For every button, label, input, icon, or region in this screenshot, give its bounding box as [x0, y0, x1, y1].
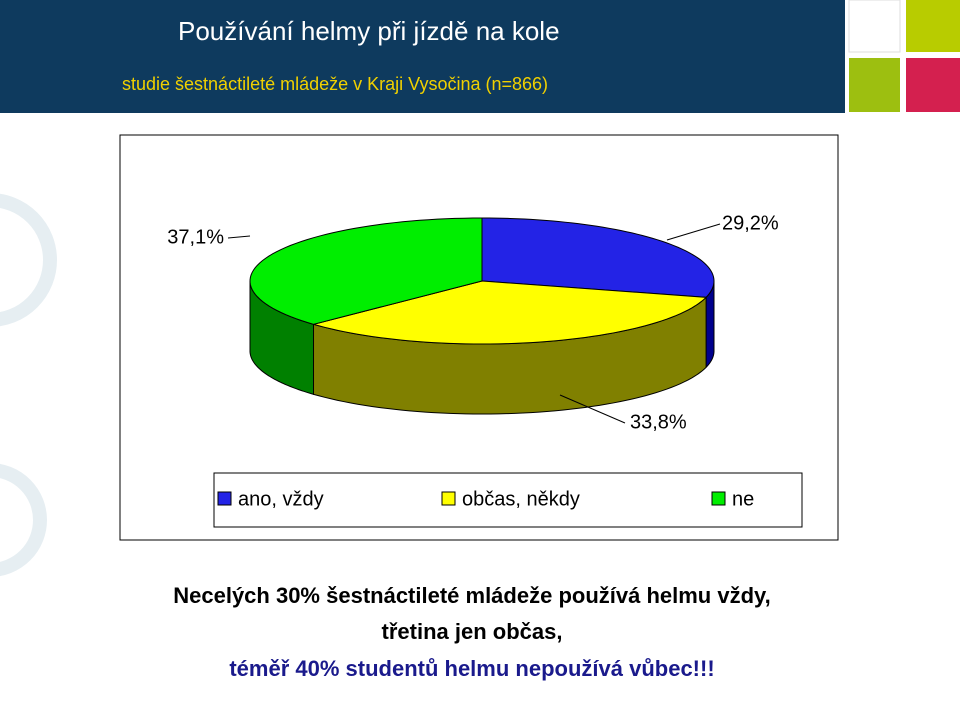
legend-label: ano, vždy	[238, 488, 324, 510]
decor-sun	[0, 193, 57, 577]
data-label: 33,8%	[630, 411, 687, 433]
decor-square	[906, 58, 960, 112]
subtitle: studie šestnáctileté mládeže v Kraji Vys…	[122, 74, 548, 94]
legend-label: občas, někdy	[462, 488, 580, 510]
legend-box	[213, 472, 803, 528]
legend-swatch	[441, 491, 456, 506]
slice	[311, 280, 708, 345]
legend-label: ne	[732, 488, 754, 510]
data-label: 37,1%	[167, 226, 224, 248]
leader-line	[227, 235, 251, 239]
decor-square	[848, 0, 901, 53]
leader-line	[666, 223, 721, 241]
decor-square	[906, 0, 960, 52]
legend-swatch	[711, 491, 726, 506]
data-label: 29,2%	[722, 212, 779, 234]
leader-line	[559, 394, 626, 424]
annotation: téměř 40% studentů helmu nepoužívá vůbec…	[229, 656, 714, 681]
header-band	[0, 0, 845, 113]
annotation: Necelých 30% šestnáctileté mládeže použí…	[173, 583, 771, 608]
title: Používání helmy při jízdě na kole	[178, 16, 560, 46]
annotation: třetina jen občas,	[382, 619, 563, 644]
legend-swatch	[217, 491, 232, 506]
slice	[249, 217, 483, 325]
decor-square	[849, 58, 900, 112]
slice	[481, 217, 715, 298]
